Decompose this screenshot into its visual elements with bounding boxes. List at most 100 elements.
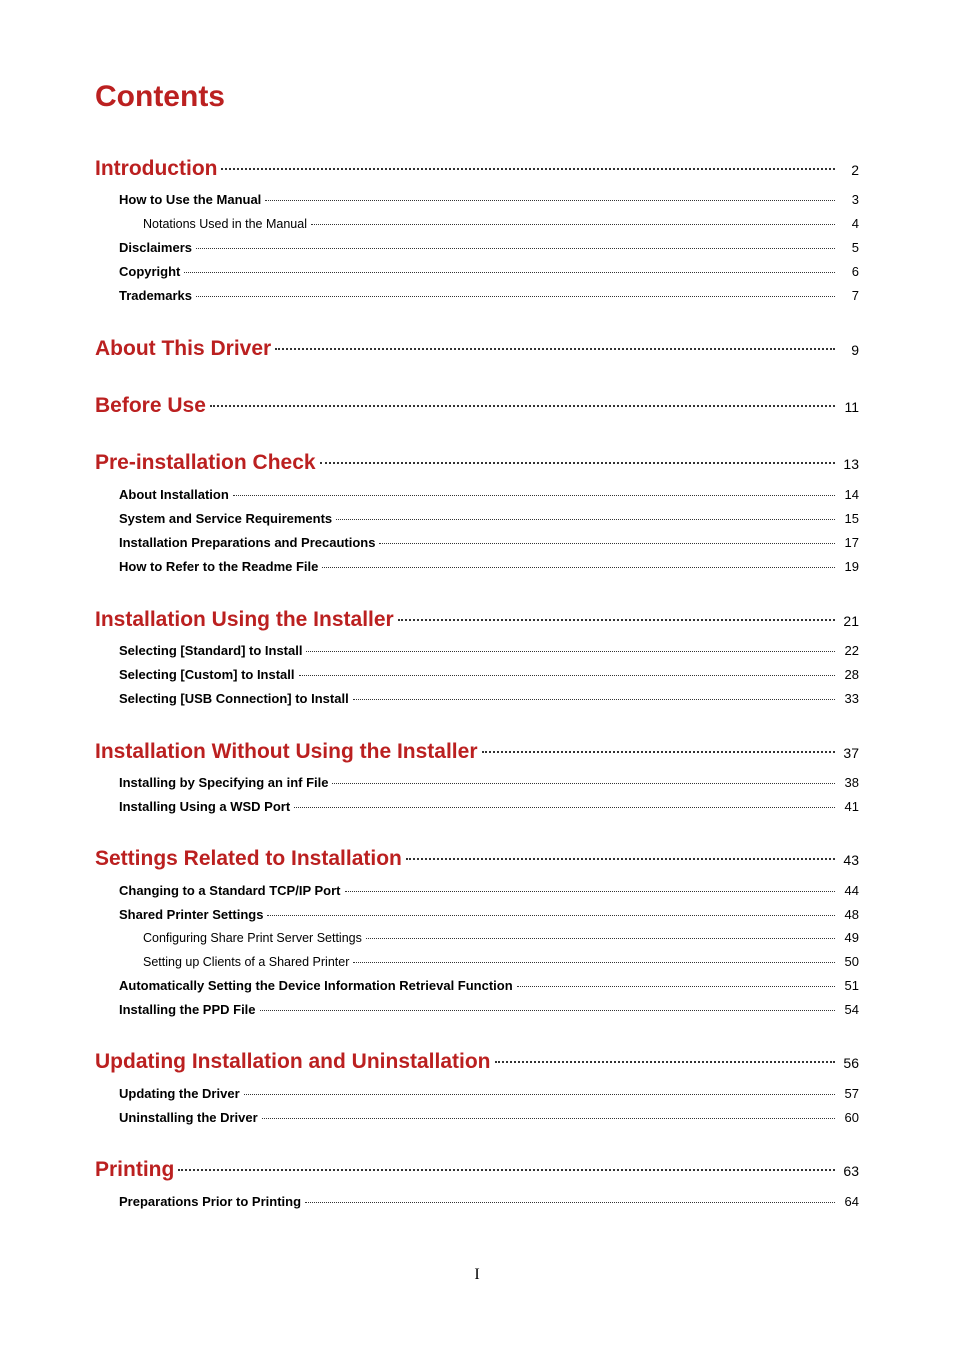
toc-entry-label: Configuring Share Print Server Settings <box>143 930 362 948</box>
toc-entry-label: Installing by Specifying an inf File <box>119 774 328 792</box>
toc-leader-dots <box>353 699 835 700</box>
toc-entry-label: Installing the PPD File <box>119 1001 256 1019</box>
toc-entry-label: Changing to a Standard TCP/IP Port <box>119 882 341 900</box>
toc-entry-label: About Installation <box>119 486 229 504</box>
toc-entry-level-2[interactable]: Changing to a Standard TCP/IP Port 44 <box>119 882 859 900</box>
toc-entry-label: Uninstalling the Driver <box>119 1109 258 1127</box>
toc-entry-label: Selecting [Custom] to Install <box>119 666 295 684</box>
toc-entry-level-2[interactable]: How to Refer to the Readme File19 <box>119 558 859 576</box>
toc-entry-level-1[interactable]: Installation Using the Installer21 <box>95 605 859 634</box>
toc-entry-page: 57 <box>839 1085 859 1103</box>
toc-entry-level-3[interactable]: Setting up Clients of a Shared Printer50 <box>143 953 859 972</box>
toc-entry-page: 28 <box>839 666 859 684</box>
toc-leader-dots <box>265 200 835 201</box>
toc-entry-page: 15 <box>839 510 859 528</box>
toc-leader-dots <box>294 807 835 808</box>
toc-entry-level-2[interactable]: Uninstalling the Driver60 <box>119 1109 859 1127</box>
toc-section: Installation Without Using the Installer… <box>95 737 859 817</box>
toc-entry-label: Shared Printer Settings <box>119 906 263 924</box>
toc-entry-page: 44 <box>839 882 859 900</box>
toc-entry-level-2[interactable]: Disclaimers 5 <box>119 239 859 257</box>
toc-section: Printing63 Preparations Prior to Printing… <box>95 1155 859 1211</box>
toc-entry-level-1[interactable]: Before Use11 <box>95 391 859 420</box>
toc-entry-page: 63 <box>839 1162 859 1182</box>
toc-entry-page: 51 <box>839 977 859 995</box>
toc-entry-label: Installation Preparations and Precaution… <box>119 534 375 552</box>
toc-leader-dots <box>275 348 835 350</box>
toc-entry-level-3[interactable]: Configuring Share Print Server Settings 4… <box>143 929 859 948</box>
toc-entry-page: 49 <box>839 929 859 947</box>
toc-leader-dots <box>311 224 835 225</box>
toc-leader-dots <box>517 986 835 987</box>
toc-entry-page: 37 <box>839 744 859 764</box>
toc-entry-label: Disclaimers <box>119 239 192 257</box>
toc-leader-dots <box>495 1061 835 1063</box>
toc-leader-dots <box>196 296 835 297</box>
toc-entry-page: 14 <box>839 486 859 504</box>
toc-entry-page: 64 <box>839 1193 859 1211</box>
toc-leader-dots <box>345 891 836 892</box>
toc-entry-label: Installing Using a WSD Port <box>119 798 290 816</box>
toc-entry-page: 6 <box>839 263 859 281</box>
toc-entry-page: 5 <box>839 239 859 257</box>
toc-entry-level-2[interactable]: System and Service Requirements 15 <box>119 510 859 528</box>
toc-section: About This Driver9 <box>95 334 859 363</box>
toc-entry-label: Automatically Setting the Device Informa… <box>119 977 513 995</box>
toc-entry-level-2[interactable]: Installation Preparations and Precaution… <box>119 534 859 552</box>
toc-entry-level-1[interactable]: About This Driver9 <box>95 334 859 363</box>
toc-section: Pre-installation Check13 About Installati… <box>95 448 859 576</box>
toc-entry-page: 2 <box>839 161 859 181</box>
toc-leader-dots <box>332 783 835 784</box>
toc-entry-level-1[interactable]: Pre-installation Check13 <box>95 448 859 477</box>
toc-entry-level-3[interactable]: Notations Used in the Manual4 <box>143 215 859 234</box>
toc-entry-label: Selecting [USB Connection] to Install <box>119 690 349 708</box>
toc-entry-level-2[interactable]: Installing by Specifying an inf File38 <box>119 774 859 792</box>
toc-entry-label: How to Use the Manual <box>119 191 261 209</box>
toc-leader-dots <box>260 1010 835 1011</box>
toc-entry-level-2[interactable]: Automatically Setting the Device Informa… <box>119 977 859 995</box>
toc-entry-page: 48 <box>839 906 859 924</box>
toc-leader-dots <box>366 938 835 939</box>
page-title: Contents <box>95 80 859 114</box>
toc-entry-level-1[interactable]: Installation Without Using the Installer… <box>95 737 859 766</box>
toc-leader-dots <box>305 1202 835 1203</box>
toc-leader-dots <box>379 543 835 544</box>
toc-entry-level-2[interactable]: Installing the PPD File54 <box>119 1001 859 1019</box>
toc-entry-page: 33 <box>839 690 859 708</box>
toc-entry-level-1[interactable]: Printing63 <box>95 1155 859 1184</box>
toc-entry-level-1[interactable]: Settings Related to Installation 43 <box>95 844 859 873</box>
toc-leader-dots <box>184 272 835 273</box>
toc-entry-page: 4 <box>839 215 859 233</box>
toc-entry-level-2[interactable]: Copyright 6 <box>119 263 859 281</box>
toc-entry-label: Before Use <box>95 391 206 420</box>
toc-leader-dots <box>353 962 835 963</box>
toc-entry-page: 22 <box>839 642 859 660</box>
toc-entry-level-1[interactable]: Introduction2 <box>95 154 859 183</box>
toc-entry-page: 56 <box>839 1054 859 1074</box>
toc-entry-level-2[interactable]: How to Use the Manual3 <box>119 191 859 209</box>
toc-entry-level-2[interactable]: About Installation 14 <box>119 486 859 504</box>
toc-leader-dots <box>482 751 836 753</box>
toc-entry-page: 7 <box>839 287 859 305</box>
toc-entry-level-2[interactable]: Shared Printer Settings 48 <box>119 906 859 924</box>
table-of-contents: Introduction2 How to Use the Manual3 Notat… <box>95 154 859 1211</box>
toc-section: Before Use11 <box>95 391 859 420</box>
toc-entry-level-2[interactable]: Trademarks7 <box>119 287 859 305</box>
toc-entry-level-1[interactable]: Updating Installation and Uninstallation… <box>95 1047 859 1076</box>
toc-entry-level-2[interactable]: Selecting [Custom] to Install 28 <box>119 666 859 684</box>
toc-leader-dots <box>233 495 835 496</box>
toc-leader-dots <box>398 619 835 621</box>
toc-entry-label: Copyright <box>119 263 180 281</box>
toc-entry-level-2[interactable]: Installing Using a WSD Port41 <box>119 798 859 816</box>
toc-leader-dots <box>262 1118 835 1119</box>
toc-entry-level-2[interactable]: Preparations Prior to Printing64 <box>119 1193 859 1211</box>
toc-entry-page: 43 <box>839 851 859 871</box>
toc-entry-level-2[interactable]: Selecting [USB Connection] to Install 33 <box>119 690 859 708</box>
toc-entry-label: How to Refer to the Readme File <box>119 558 318 576</box>
toc-leader-dots <box>306 651 835 652</box>
toc-entry-label: Setting up Clients of a Shared Printer <box>143 954 349 972</box>
toc-entry-level-2[interactable]: Updating the Driver57 <box>119 1085 859 1103</box>
toc-entry-label: Settings Related to Installation <box>95 844 402 873</box>
toc-entry-label: System and Service Requirements <box>119 510 332 528</box>
toc-entry-level-2[interactable]: Selecting [Standard] to Install22 <box>119 642 859 660</box>
